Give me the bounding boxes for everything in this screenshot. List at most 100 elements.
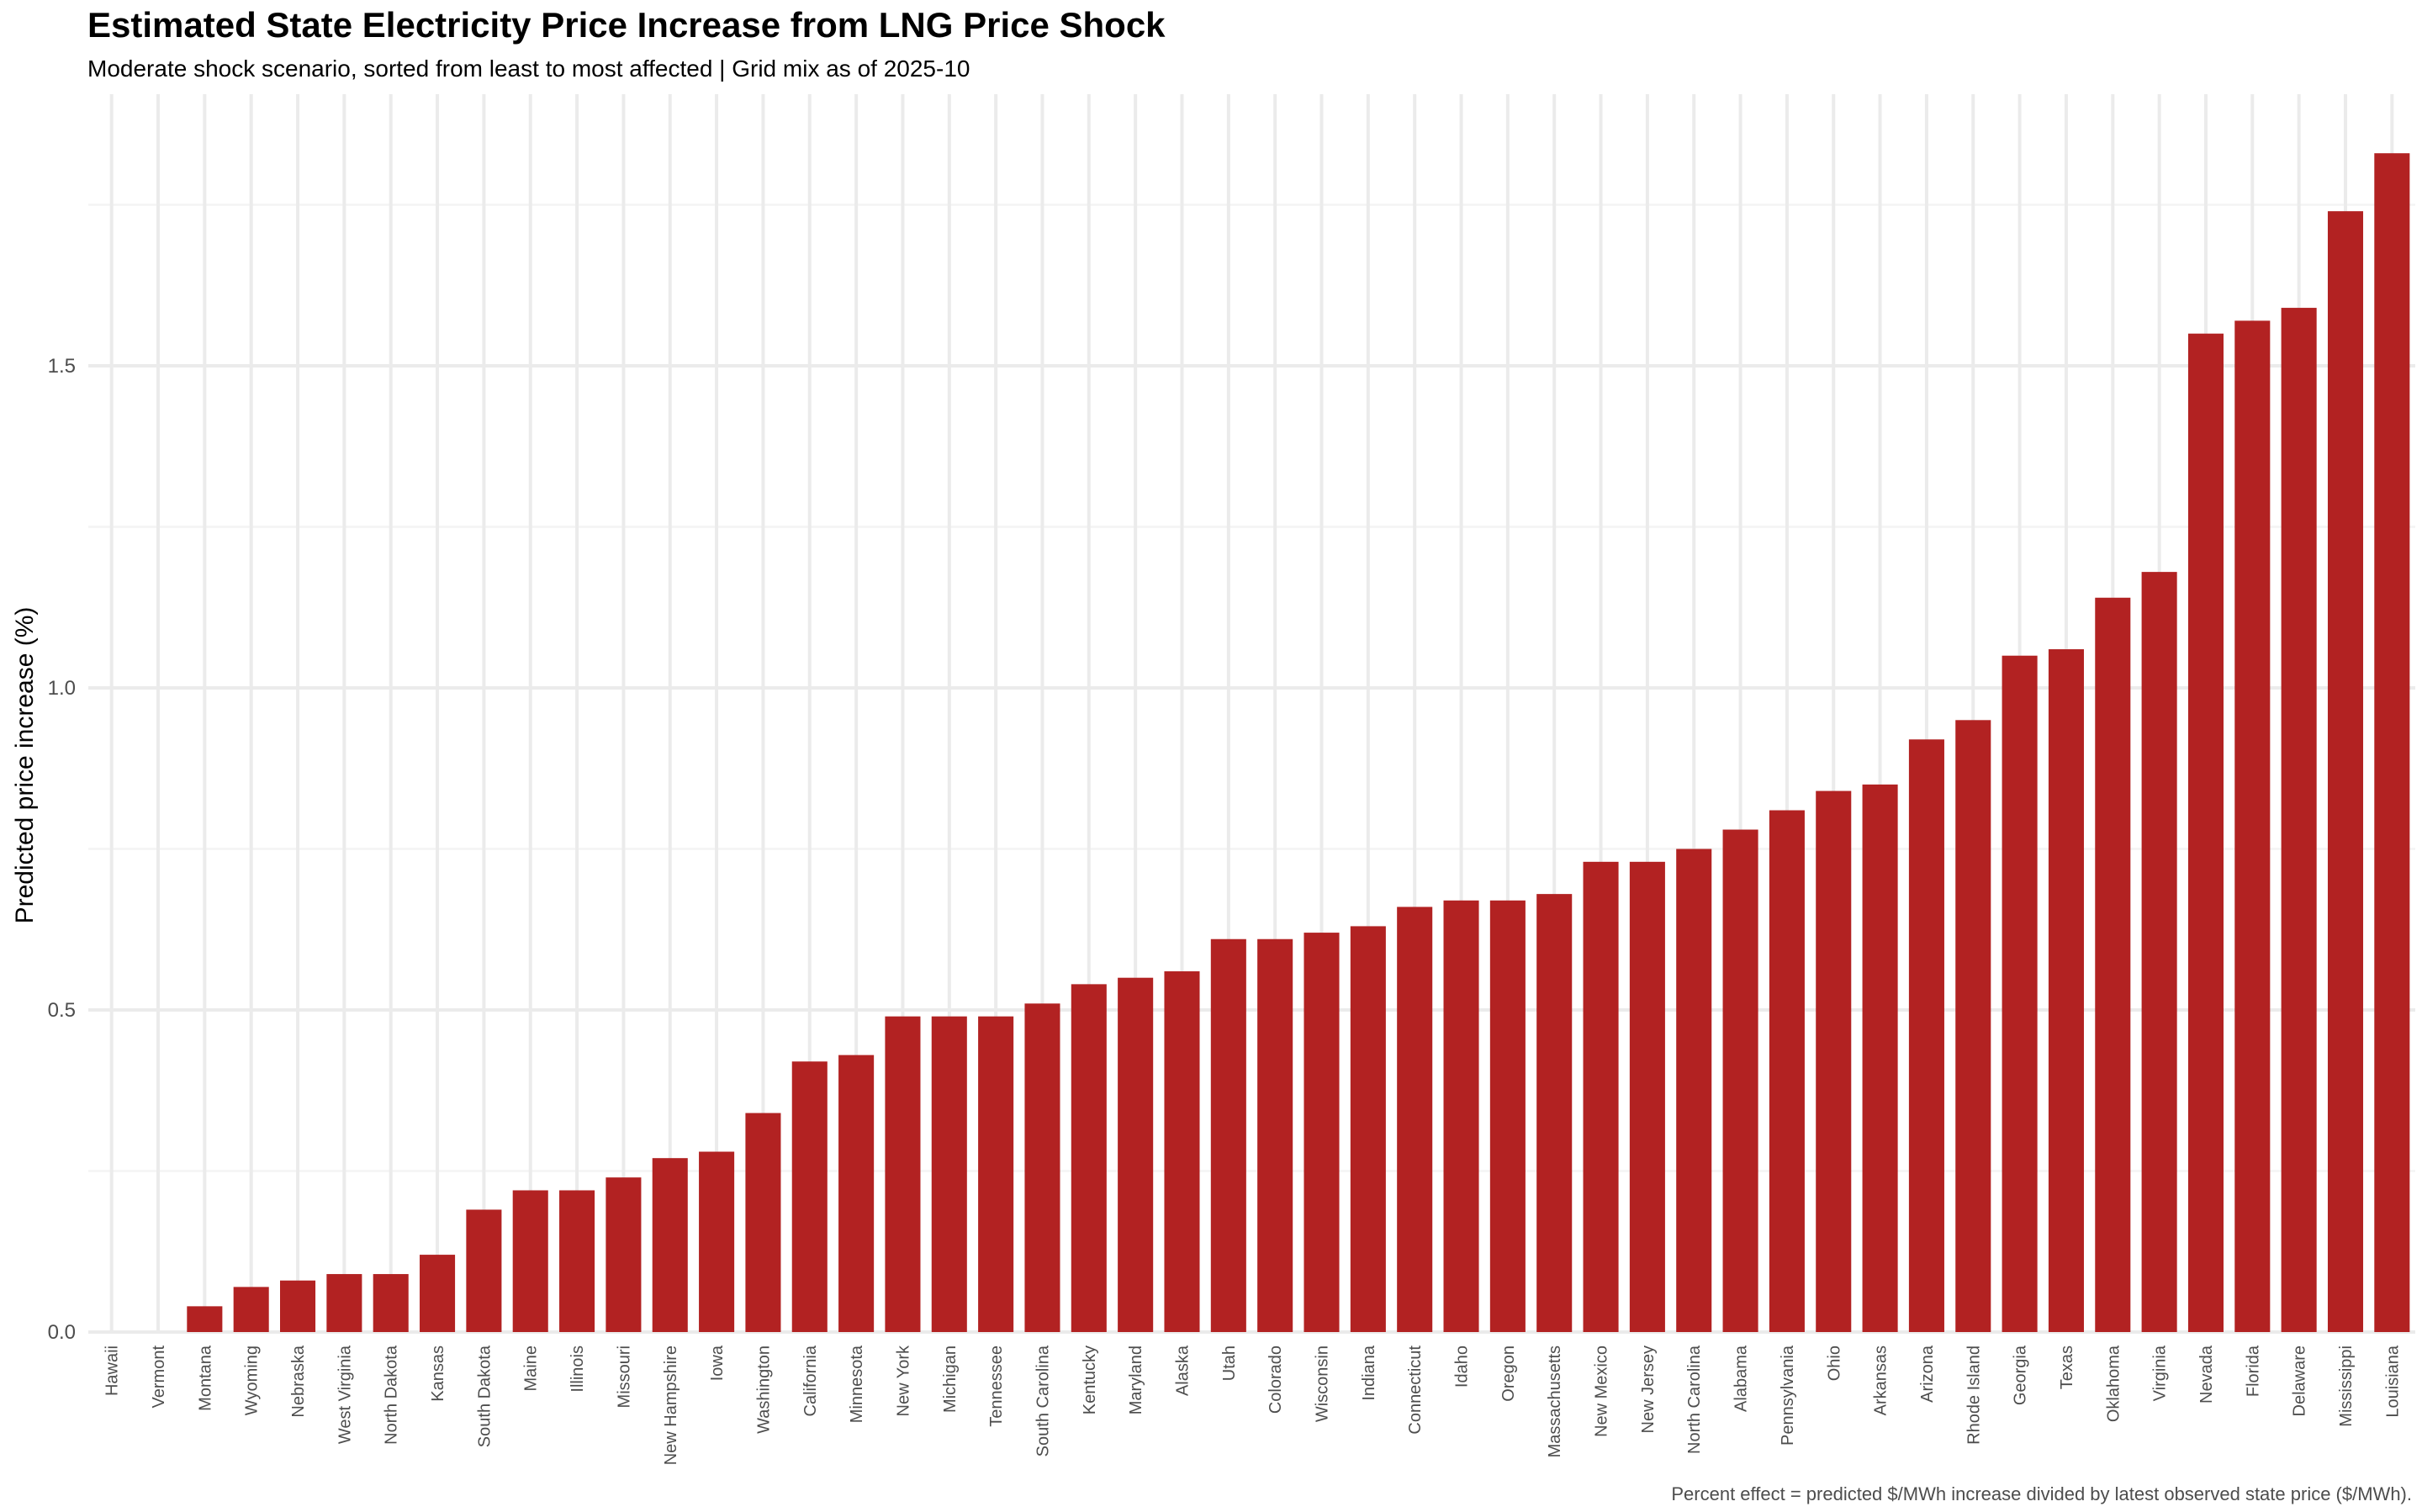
bar-rhode-island — [1955, 720, 1991, 1332]
x-tick-label: California — [801, 1345, 820, 1416]
bar-new-mexico — [1583, 861, 1619, 1332]
bar-pennsylvania — [1769, 810, 1805, 1332]
x-tick-label: Vermont — [150, 1345, 168, 1409]
bar-illinois — [559, 1190, 595, 1332]
bar-south-carolina — [1024, 1003, 1060, 1332]
bar-new-jersey — [1629, 861, 1665, 1332]
bar-south-dakota — [466, 1209, 502, 1332]
x-tick-label: Rhode Island — [1965, 1345, 1983, 1445]
bar-oregon — [1489, 900, 1526, 1332]
x-tick-label: Louisiana — [2383, 1345, 2402, 1418]
bar-iowa — [699, 1151, 735, 1332]
x-tick-label: Pennsylvania — [1779, 1345, 1797, 1446]
x-tick-label: Maine — [522, 1345, 541, 1391]
bars — [187, 153, 2410, 1333]
bar-louisiana — [2374, 153, 2410, 1333]
x-tick-label: Missouri — [615, 1345, 633, 1408]
bar-wyoming — [233, 1287, 269, 1332]
y-tick-label: 1.0 — [48, 677, 76, 700]
x-tick-label: Nevada — [2197, 1345, 2216, 1404]
x-tick-label: South Dakota — [475, 1345, 494, 1447]
x-tick-label: Michigan — [941, 1345, 960, 1413]
bar-ohio — [1816, 790, 1852, 1332]
y-tick-label: 0.5 — [48, 999, 76, 1022]
x-tick-label: Illinois — [568, 1345, 587, 1393]
x-tick-label: Arkansas — [1872, 1345, 1891, 1415]
bar-alaska — [1164, 971, 1200, 1332]
x-tick-label: Alabama — [1732, 1345, 1751, 1412]
x-tick-label: Florida — [2244, 1345, 2262, 1397]
x-tick-label: North Dakota — [383, 1345, 401, 1445]
bar-connecticut — [1397, 907, 1433, 1332]
bar-virginia — [2141, 572, 2177, 1332]
bar-indiana — [1350, 926, 1386, 1332]
bar-maine — [512, 1190, 548, 1332]
y-tick-label: 0.0 — [48, 1321, 76, 1344]
bar-missouri — [606, 1177, 642, 1332]
bar-california — [791, 1061, 828, 1332]
bar-colorado — [1257, 938, 1293, 1332]
bar-nevada — [2187, 333, 2224, 1333]
bar-michigan — [931, 1016, 967, 1332]
x-tick-label: Arizona — [1918, 1345, 1937, 1403]
bar-kentucky — [1071, 984, 1107, 1332]
bar-tennessee — [978, 1016, 1014, 1332]
x-tick-label: New Jersey — [1639, 1345, 1658, 1433]
x-tick-label: Oregon — [1499, 1345, 1518, 1402]
x-tick-label: Mississippi — [2337, 1345, 2356, 1427]
x-tick-label: Kansas — [429, 1345, 447, 1402]
y-axis-ticks: 0.0 0.5 1.0 1.5 — [48, 355, 76, 1344]
x-tick-label: Montana — [196, 1345, 214, 1411]
x-axis-ticks: Hawaii Vermont Montana Wyoming Nebraska West … — [103, 1345, 2403, 1465]
bar-texas — [2048, 649, 2084, 1332]
x-tick-label: Georgia — [2012, 1345, 2030, 1405]
x-tick-label: Massachusetts — [1546, 1345, 1564, 1457]
x-tick-label: West Virginia — [336, 1345, 354, 1444]
bar-mississippi — [2327, 211, 2364, 1332]
x-tick-label: Colorado — [1267, 1345, 1285, 1414]
x-tick-label: New Hampshire — [662, 1345, 680, 1465]
bar-idaho — [1443, 900, 1479, 1332]
x-tick-label: Wyoming — [243, 1345, 262, 1415]
x-tick-label: Idaho — [1453, 1345, 1472, 1388]
chart-subtitle: Moderate shock scenario, sorted from lea… — [87, 56, 970, 82]
bar-massachusetts — [1536, 894, 1573, 1332]
bar-arizona — [1908, 739, 1944, 1332]
bar-new-york — [885, 1016, 921, 1332]
bar-minnesota — [838, 1055, 875, 1332]
x-tick-label: Kentucky — [1081, 1345, 1099, 1414]
bar-nebraska — [280, 1280, 316, 1332]
x-tick-label: Ohio — [1825, 1345, 1843, 1381]
bar-alabama — [1722, 829, 1758, 1332]
bar-new-hampshire — [652, 1158, 688, 1332]
bar-florida — [2234, 320, 2271, 1332]
bar-kansas — [420, 1255, 456, 1332]
x-tick-label: Nebraska — [289, 1345, 308, 1417]
x-tick-label: Indiana — [1360, 1345, 1378, 1400]
bar-north-carolina — [1676, 849, 1712, 1332]
x-tick-label: Virginia — [2151, 1345, 2170, 1401]
bar-washington — [745, 1113, 781, 1332]
x-tick-label: South Carolina — [1034, 1345, 1052, 1456]
x-tick-label: New York — [894, 1345, 912, 1416]
x-tick-label: Hawaii — [103, 1345, 122, 1396]
bar-utah — [1210, 938, 1246, 1332]
bar-maryland — [1118, 977, 1154, 1332]
x-tick-label: Minnesota — [848, 1345, 866, 1423]
x-tick-label: Washington — [754, 1345, 773, 1434]
x-tick-label: Oklahoma — [2104, 1345, 2123, 1422]
bar-montana — [187, 1306, 223, 1332]
x-tick-label: Alaska — [1173, 1345, 1192, 1396]
bar-arkansas — [1862, 784, 1898, 1332]
y-tick-label: 1.5 — [48, 355, 76, 378]
x-tick-label: North Carolina — [1685, 1345, 1704, 1454]
bar-north-dakota — [373, 1274, 409, 1332]
x-tick-label: Maryland — [1127, 1345, 1145, 1414]
bar-oklahoma — [2095, 597, 2131, 1332]
x-tick-label: Iowa — [708, 1345, 727, 1381]
x-tick-label: Wisconsin — [1314, 1345, 1332, 1422]
x-tick-label: New Mexico — [1593, 1345, 1611, 1437]
x-tick-label: Tennessee — [987, 1345, 1006, 1427]
x-tick-label: Texas — [2058, 1345, 2076, 1389]
